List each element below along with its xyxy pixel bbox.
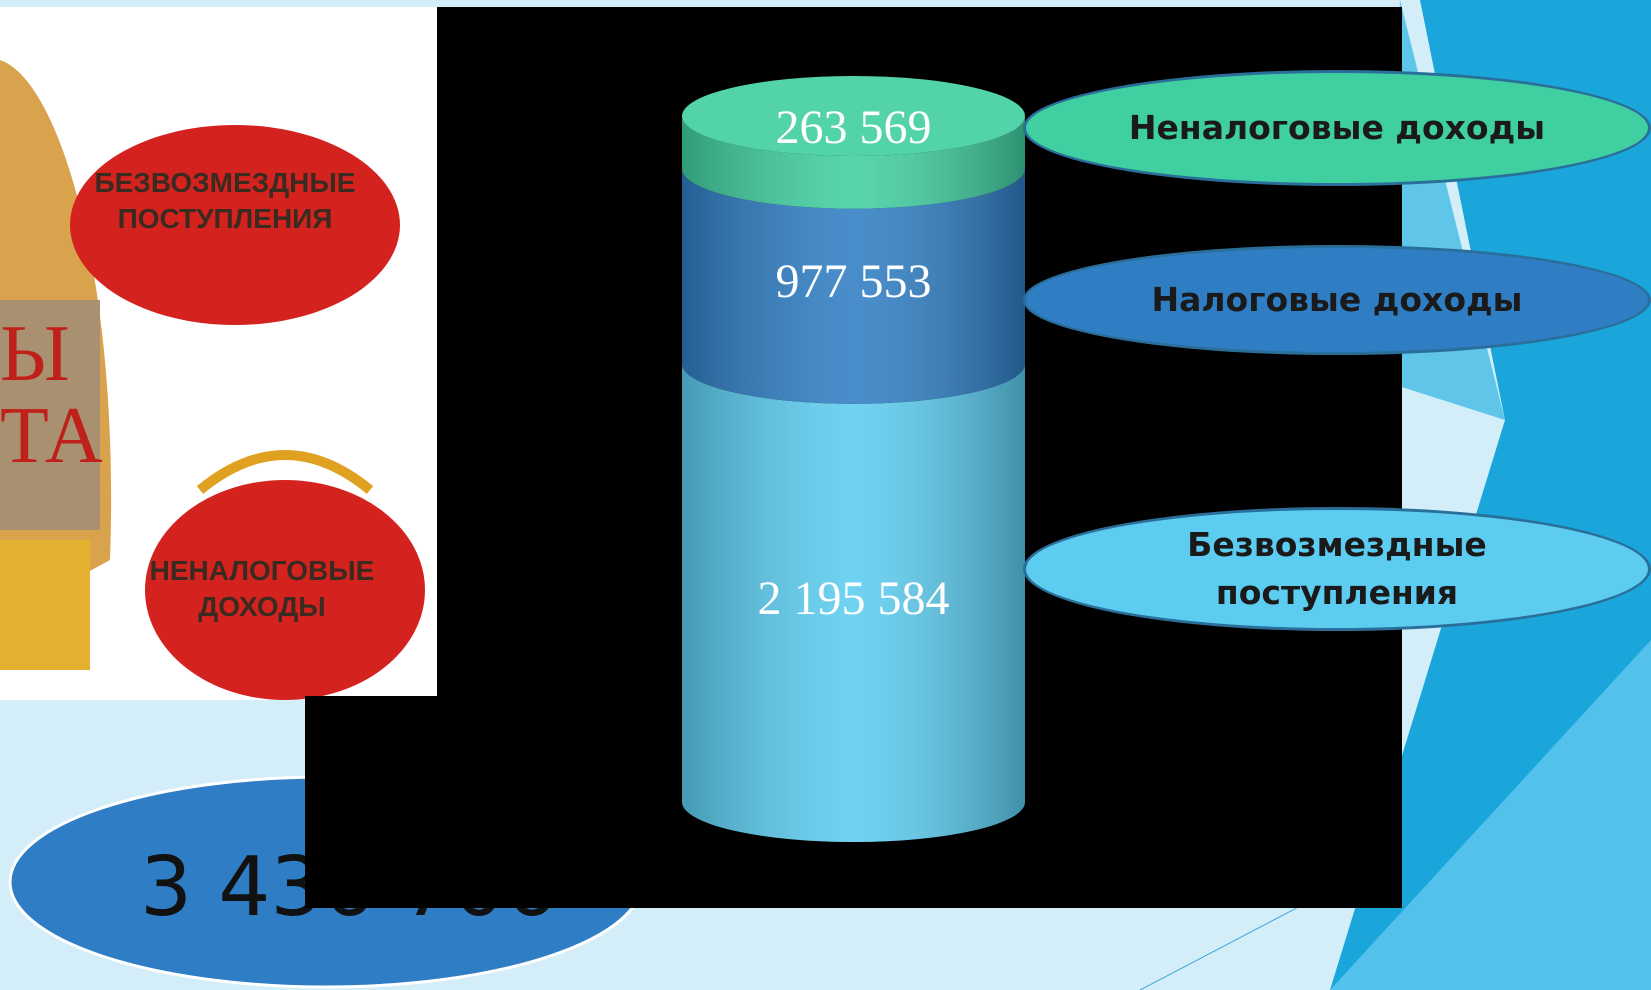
bag-label — [0, 300, 100, 530]
legend-entry: Налоговые доходы — [1023, 245, 1651, 355]
value-label: 2 195 584 — [758, 572, 950, 625]
picture-label: БЕЗВОЗМЕЗДНЫЕ — [95, 167, 356, 198]
decoration — [1330, 640, 1651, 990]
picture-label: Ы — [0, 310, 70, 398]
picture-label: ДОХОДЫ — [198, 591, 325, 622]
value-label: 263 569 — [776, 101, 932, 154]
value-label: 977 553 — [776, 255, 932, 308]
shading — [682, 168, 1025, 404]
chart-area — [305, 696, 445, 908]
legend-entry: Неналоговые доходы — [1023, 70, 1651, 186]
shading — [682, 116, 1025, 209]
picture-label: ТА — [0, 392, 103, 480]
picture-label: НЕНАЛОГОВЫЕ — [150, 555, 375, 586]
legend-entry: Безвозмездные поступления — [1023, 507, 1651, 631]
picture-label: ПОСТУПЛЕНИЯ — [118, 203, 333, 234]
purse-clasp — [196, 450, 374, 494]
coins — [0, 540, 90, 670]
shading — [682, 363, 1025, 843]
cylinder-top — [682, 76, 1025, 156]
purse — [70, 125, 400, 325]
purse — [145, 480, 425, 700]
shading — [682, 76, 1025, 156]
